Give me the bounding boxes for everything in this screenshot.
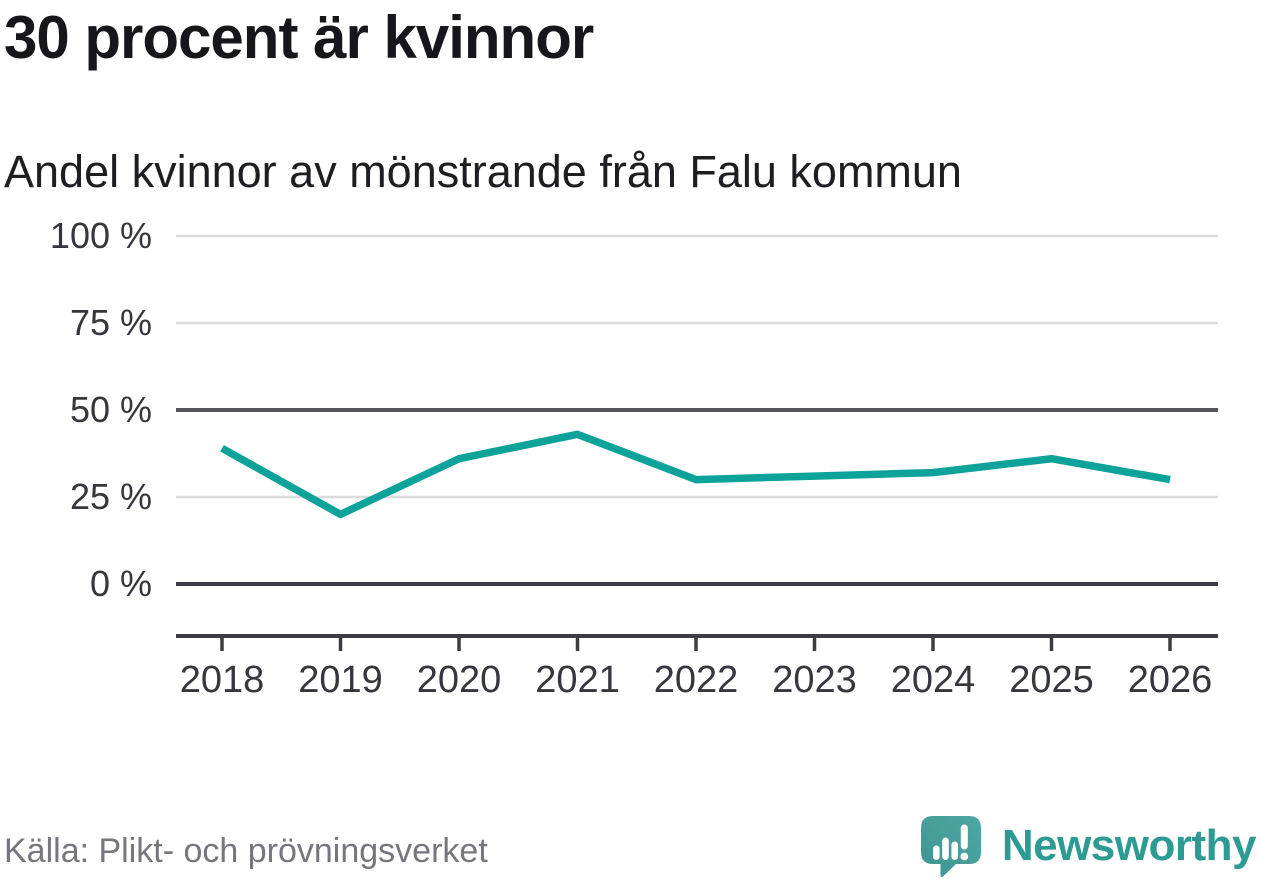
chart-subtitle: Andel kvinnor av mönstrande från Falu ko… [4,146,962,197]
source-note: Källa: Plikt- och prövningsverket [4,832,488,870]
y-tick-label: 75 % [70,302,152,343]
bar-medium [951,841,958,860]
x-tick-label: 2024 [891,659,976,701]
data-line [220,430,1171,519]
newsworthy-logo: Newsworthy [920,815,1257,877]
x-tick-label: 2019 [298,659,383,701]
x-tick-label: 2023 [772,659,857,701]
x-tick-label: 2026 [1128,659,1213,701]
x-tick-label: 2022 [654,659,739,701]
exclamation-dot [960,852,969,861]
y-tick-label: 50 % [70,389,152,430]
chart-title: 30 procent är kvinnor [4,4,594,71]
speech-bubble-shape [920,816,981,877]
y-tick-label: 100 % [50,215,152,256]
y-tick-label: 0 % [90,563,152,604]
bar-short [932,845,940,860]
x-tick-label: 2018 [180,659,265,701]
exclamation-bar [960,824,968,850]
line-chart-plot: 0 % 25 % 50 % 75 % 100 % 2018 2019 2020 2021 2022… [50,215,1218,701]
newsworthy-bubble-chart-icon [920,816,981,877]
newsworthy-wordmark: Newsworthy [1001,821,1257,870]
bar-tall [942,837,949,860]
y-tick-label: 25 % [70,476,152,517]
x-tick-label: 2021 [535,659,620,701]
x-tick-label: 2025 [1009,659,1094,701]
x-tick-label: 2020 [417,659,502,701]
